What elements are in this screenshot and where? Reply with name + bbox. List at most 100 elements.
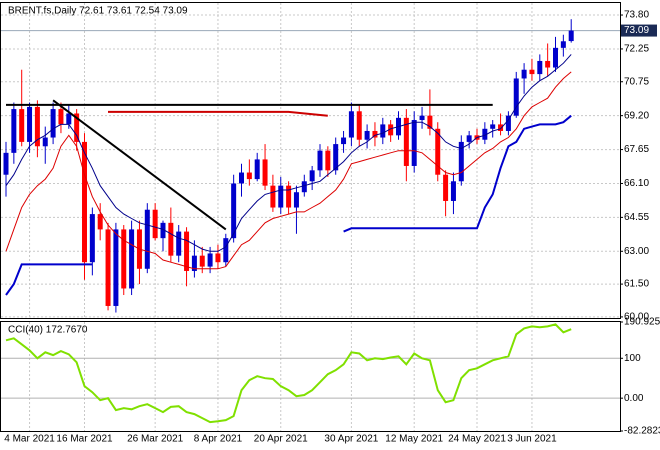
- candle-body: [537, 60, 543, 75]
- y-tick-label: -82.2823: [624, 426, 660, 437]
- y-tick-label: 60.00: [624, 312, 649, 323]
- candle-body: [443, 174, 449, 201]
- candle-body: [380, 124, 386, 138]
- candle-body: [505, 115, 511, 131]
- candle-body: [427, 115, 433, 129]
- x-tick-label: 12 May 2021: [385, 434, 443, 445]
- candle-body: [191, 255, 197, 271]
- candle-body: [246, 172, 252, 180]
- candle-body: [466, 135, 472, 142]
- candle-body: [278, 185, 284, 208]
- candle-body: [176, 231, 182, 256]
- y-tick-label: 66.10: [624, 178, 649, 189]
- indicator-line: [5, 114, 572, 296]
- candle-body: [498, 124, 504, 131]
- indicator-line: [5, 54, 572, 252]
- candle-body: [199, 255, 205, 267]
- candle-body: [254, 159, 260, 180]
- x-tick-label: 20 Apr 2021: [254, 434, 308, 445]
- candle-body: [11, 109, 17, 153]
- candle-body: [113, 229, 119, 306]
- y-tick-label: 190.9253: [624, 317, 660, 328]
- candle-body: [129, 229, 135, 289]
- main-panel-frame: [0, 2, 621, 319]
- candle-body: [301, 181, 307, 193]
- last-price-box: [621, 24, 657, 37]
- candle-body: [356, 111, 362, 140]
- candle-body: [239, 172, 244, 184]
- candle-body: [411, 120, 417, 166]
- candle-body: [168, 222, 174, 256]
- y-tick-label: 61.50: [624, 279, 649, 290]
- candle-body: [513, 78, 519, 116]
- candle-body: [160, 222, 166, 239]
- indicator-title: CCI(40) 172.7670: [8, 325, 88, 336]
- candle-body: [58, 109, 64, 125]
- label-layer: 73.80 72.25 70.75 69.20 67.65 66.10 64.55 63.00…: [4, 10, 660, 445]
- candle-body: [262, 159, 268, 186]
- candle-body: [317, 150, 323, 171]
- candle-body: [333, 144, 339, 171]
- candle-body: [231, 183, 237, 239]
- candle-body: [450, 181, 456, 201]
- candle-body: [97, 214, 103, 230]
- candle-body: [309, 170, 315, 182]
- candle-body: [490, 124, 496, 129]
- candle-body: [435, 128, 441, 175]
- candle-body: [152, 209, 158, 239]
- chart-title: BRENT.fs,Daily 72.61 73.61 72.54 73.09: [8, 6, 188, 17]
- candle-body: [34, 106, 40, 147]
- y-tick-label: 70.75: [624, 76, 649, 87]
- candle-body: [388, 124, 394, 136]
- x-tick-label: 8 Apr 2021: [194, 434, 243, 445]
- candle-body: [144, 209, 150, 269]
- y-tick-label: 0.00: [624, 393, 644, 404]
- candle-body: [66, 113, 72, 125]
- x-tick-label: 3 Jun 2021: [507, 434, 557, 445]
- candle-body: [348, 111, 354, 138]
- candle-body: [560, 41, 566, 48]
- candle-body: [89, 214, 95, 263]
- candle-body: [19, 109, 25, 142]
- candle-body: [293, 192, 299, 208]
- candle-body: [270, 185, 276, 208]
- candle-body: [545, 60, 551, 68]
- candle-body: [364, 130, 370, 140]
- candle-body: [403, 117, 409, 166]
- y-tick-label: 67.65: [624, 144, 649, 155]
- candle-body: [3, 152, 9, 175]
- grid-layer: [1, 3, 620, 431]
- candle-body: [553, 47, 558, 68]
- cci-panel-frame: [0, 321, 621, 432]
- candle-body: [529, 69, 535, 75]
- candle-body: [482, 128, 488, 140]
- candle-body: [325, 150, 331, 171]
- candle-body: [207, 253, 213, 267]
- candle-body: [419, 115, 425, 121]
- y-tick-label: 69.20: [624, 110, 649, 121]
- x-tick-label: 16 Mar 2021: [56, 434, 113, 445]
- plot-layer: [3, 19, 574, 424]
- candle-body: [50, 109, 56, 138]
- trend-line: [52, 99, 227, 231]
- x-tick-label: 26 Mar 2021: [127, 434, 184, 445]
- x-tick-label: 4 Mar 2021: [4, 434, 55, 445]
- candle-body: [82, 141, 87, 263]
- candle-body: [341, 137, 347, 145]
- y-tick-label: 72.25: [624, 44, 649, 55]
- candle-body: [568, 30, 574, 42]
- candle-body: [184, 231, 190, 271]
- candle-body: [105, 229, 111, 306]
- candle-body: [42, 137, 48, 147]
- x-tick-label: 30 Apr 2021: [324, 434, 378, 445]
- candle-body: [372, 130, 378, 138]
- indicator-line: [5, 71, 572, 270]
- trend-line: [108, 110, 328, 117]
- y-tick-label: 64.55: [624, 212, 649, 223]
- candle-body: [121, 229, 127, 289]
- candle-body: [215, 253, 221, 263]
- candle-body: [521, 69, 527, 79]
- candle-body: [223, 238, 229, 263]
